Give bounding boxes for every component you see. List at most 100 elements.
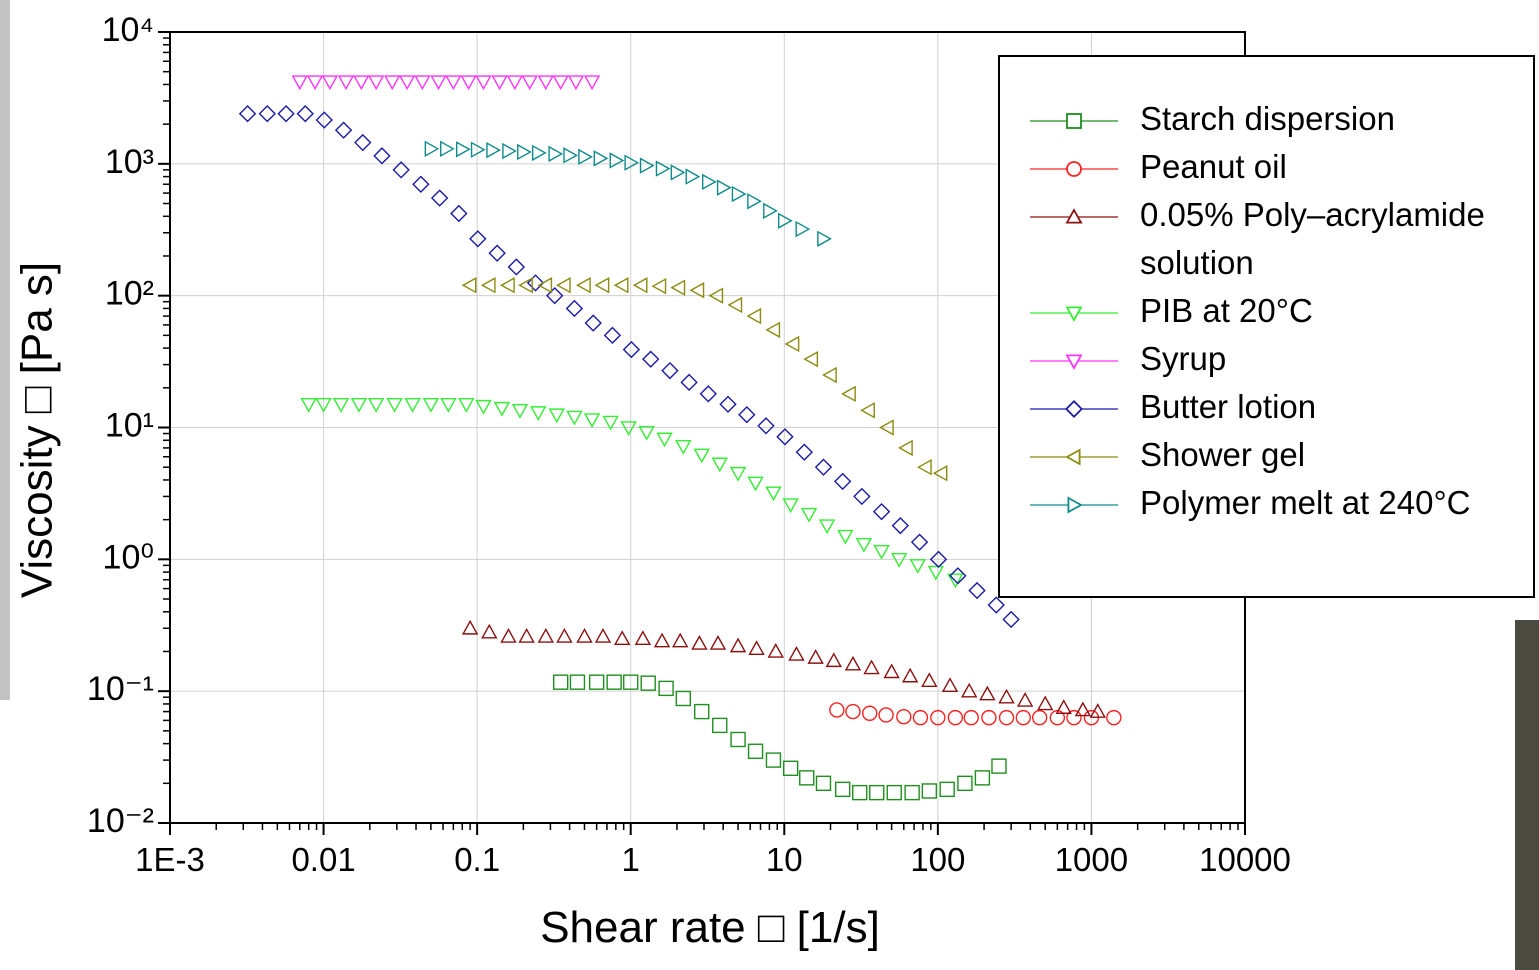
marker — [974, 770, 991, 786]
legend-symbol — [1030, 208, 1118, 224]
marker — [526, 274, 545, 292]
marker — [763, 202, 778, 220]
legend-symbol — [1030, 161, 1118, 177]
marker — [1002, 610, 1020, 629]
marker — [622, 340, 641, 359]
marker — [904, 784, 920, 801]
legend-symbol — [1030, 448, 1118, 466]
marker — [930, 709, 946, 726]
marker — [675, 690, 692, 707]
marker — [747, 193, 762, 210]
marker — [672, 632, 689, 648]
marker — [583, 75, 601, 91]
marker — [680, 373, 698, 392]
marker — [450, 204, 468, 223]
marker — [788, 645, 805, 661]
marker — [1037, 695, 1054, 711]
marker — [511, 404, 529, 419]
marker — [422, 397, 440, 413]
marker — [1065, 400, 1083, 418]
marker — [537, 277, 553, 294]
x-tick-label: 1 — [622, 841, 640, 878]
marker — [709, 635, 727, 650]
y-tick-label: 10⁴ — [102, 11, 154, 49]
marker — [784, 335, 800, 353]
marker — [531, 144, 547, 162]
legend-item: 0.05% Poly–acrylamide solution — [1000, 191, 1533, 287]
marker — [480, 277, 496, 294]
marker — [548, 145, 564, 163]
marker — [430, 75, 447, 91]
marker — [712, 717, 728, 734]
marker — [642, 350, 660, 368]
marker — [909, 559, 926, 574]
y-tick-label: 10⁻¹ — [87, 670, 154, 708]
marker — [921, 672, 938, 688]
marker — [470, 141, 486, 158]
marker — [929, 550, 948, 569]
marker — [640, 675, 656, 691]
marker — [968, 581, 986, 600]
marker — [565, 299, 584, 318]
marker — [350, 397, 368, 413]
marker — [500, 628, 517, 643]
marker — [939, 781, 955, 798]
marker — [506, 75, 524, 91]
marker — [729, 637, 747, 653]
marker — [708, 287, 724, 304]
marker — [896, 709, 912, 725]
marker — [879, 419, 894, 436]
marker — [1055, 699, 1072, 714]
legend-symbol — [1030, 306, 1118, 322]
marker — [941, 677, 959, 693]
marker — [957, 775, 973, 792]
marker — [337, 75, 355, 91]
marker — [747, 476, 764, 492]
legend-item: Syrup — [1000, 335, 1533, 383]
marker — [776, 428, 794, 446]
legend-item: Shower gel — [1000, 431, 1533, 479]
marker — [845, 703, 861, 720]
marker — [747, 743, 764, 759]
marker — [694, 703, 710, 720]
marker — [916, 458, 932, 476]
marker — [803, 350, 819, 368]
marker — [701, 173, 717, 191]
marker — [493, 401, 511, 417]
marker — [584, 314, 602, 332]
x-tick-label: 0.01 — [291, 841, 355, 878]
legend-item: Starch dispersion — [1000, 95, 1533, 143]
marker — [277, 105, 295, 123]
marker — [548, 408, 565, 424]
x-tick-label: 1E-3 — [135, 841, 205, 878]
marker — [765, 321, 781, 339]
series — [461, 619, 1106, 718]
marker — [949, 567, 967, 585]
marker — [398, 75, 416, 91]
marker — [863, 659, 880, 675]
marker — [815, 775, 832, 792]
background-fragment — [1515, 620, 1539, 970]
marker — [567, 75, 585, 91]
marker — [300, 397, 317, 413]
legend-label: Syrup — [1140, 340, 1227, 377]
marker — [602, 415, 619, 431]
marker — [730, 731, 746, 748]
marker — [799, 770, 815, 786]
marker — [1065, 306, 1083, 322]
marker — [691, 635, 708, 650]
marker — [315, 397, 332, 413]
marker — [1065, 448, 1081, 466]
marker — [639, 157, 655, 174]
marker — [853, 487, 871, 506]
marker — [912, 709, 929, 726]
marker — [430, 189, 449, 207]
marker — [1016, 692, 1034, 707]
marker — [670, 164, 686, 181]
marker — [998, 709, 1015, 726]
marker — [367, 397, 385, 413]
marker — [603, 326, 622, 345]
marker — [699, 385, 717, 403]
y-tick-label: 10³ — [105, 143, 154, 181]
